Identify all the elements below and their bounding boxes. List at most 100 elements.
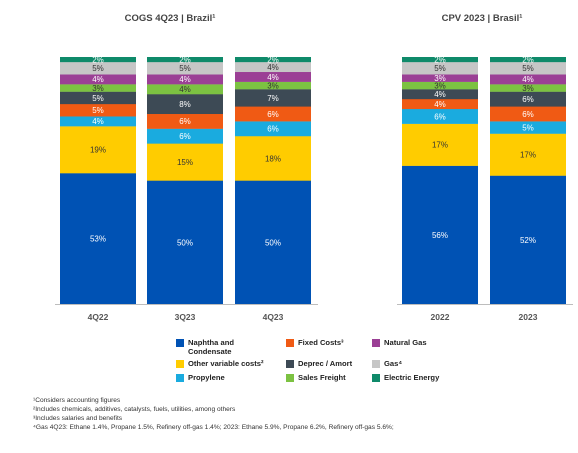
bar-segment-propylene-2022 <box>402 108 478 124</box>
data-label-deprec-2022: 4% <box>434 90 446 99</box>
legend-swatch-icon <box>176 359 184 368</box>
bar-segment-gas-2023 <box>490 61 566 75</box>
legend-item-natural_gas: Natural Gas <box>372 338 427 347</box>
data-label-electric-2022: 2% <box>434 55 446 64</box>
legend-item-fixed: Fixed Costs³ <box>286 338 344 347</box>
data-label-naphtha-4Q23: 50% <box>265 238 281 247</box>
data-label-sales_freight-2022: 3% <box>434 81 446 90</box>
data-label-naphtha-3Q23: 50% <box>177 238 193 247</box>
data-label-fixed-2022: 4% <box>434 100 446 109</box>
bar-segment-natural_gas-4Q23 <box>235 71 311 82</box>
footnote-1: ¹Considers accounting figures <box>33 397 121 404</box>
bar-segment-gas-2022 <box>402 61 478 75</box>
bar-segment-other_variable-3Q23 <box>147 143 223 181</box>
bar-segment-naphtha-4Q22 <box>60 173 136 305</box>
data-label-electric-4Q23: 2% <box>267 55 279 64</box>
bar-segment-sales_freight-4Q22 <box>60 84 136 92</box>
bar-segment-fixed-4Q22 <box>60 103 136 117</box>
bar-segment-fixed-4Q23 <box>235 106 311 122</box>
data-label-gas-2023: 5% <box>522 64 534 73</box>
data-label-gas-4Q22: 5% <box>92 64 104 73</box>
legend-label: Fixed Costs³ <box>298 338 344 347</box>
legend-label: Deprec / Amort <box>298 359 353 368</box>
legend-item-deprec: Deprec / Amort <box>286 359 352 368</box>
footnote-3: ³Includes salaries and benefits <box>33 415 123 422</box>
legend-swatch-icon <box>176 338 184 347</box>
bar-segment-naphtha-2022 <box>402 165 478 305</box>
data-label-deprec-4Q22: 5% <box>92 94 104 103</box>
bar-segment-natural_gas-3Q23 <box>147 74 223 85</box>
bar-segment-deprec-4Q22 <box>60 91 136 105</box>
legend-label: Propylene <box>188 373 225 382</box>
legend-item-sales_freight: Sales Freight <box>286 373 346 382</box>
bar-segment-natural_gas-4Q22 <box>60 74 136 85</box>
legend-swatch-icon <box>176 373 184 382</box>
legend-label: Gas⁴ <box>384 359 403 368</box>
data-label-other_variable-4Q22: 19% <box>90 146 106 155</box>
category-label-2022: 2022 <box>431 312 450 322</box>
legend-swatch-icon <box>286 338 294 347</box>
legend-label: Natural Gas <box>384 338 427 347</box>
bar-segment-fixed-3Q23 <box>147 113 223 129</box>
bar-segment-propylene-4Q22 <box>60 116 136 127</box>
data-label-other_variable-4Q23: 18% <box>265 154 281 163</box>
data-label-other_variable-2023: 17% <box>520 151 536 160</box>
legend-item-naphtha: Naphtha and Condensate <box>176 338 234 356</box>
footnote-2: ²Includes chemicals, additives, catalyst… <box>33 406 236 413</box>
category-label-4Q22: 4Q22 <box>88 312 109 322</box>
data-label-propylene-4Q23: 6% <box>267 125 279 134</box>
data-label-other_variable-3Q23: 15% <box>177 158 193 167</box>
data-label-naphtha-4Q22: 53% <box>90 235 106 244</box>
bar-segment-electric-2023 <box>490 57 566 63</box>
legend-item-propylene: Propylene <box>176 373 225 382</box>
bar-segment-gas-4Q23 <box>235 61 311 73</box>
bar-segment-natural_gas-2022 <box>402 74 478 82</box>
legend-swatch-icon <box>372 373 380 382</box>
chart-title-2: CPV 2023 | Brasil¹ <box>442 13 523 24</box>
bar-segment-sales_freight-4Q23 <box>235 81 311 90</box>
data-label-propylene-2022: 6% <box>434 112 446 121</box>
bar-segment-fixed-2023 <box>490 106 566 122</box>
legend-item-gas: Gas⁴ <box>372 359 402 368</box>
bar-segment-gas-4Q22 <box>60 61 136 75</box>
data-label-deprec-2023: 6% <box>522 95 534 104</box>
footnote-4: ⁴Gas 4Q23: Ethane 1.4%, Propane 1.5%, Re… <box>33 424 394 431</box>
legend-label: Naphtha and Condensate <box>188 338 234 356</box>
category-label-2023: 2023 <box>519 312 538 322</box>
data-label-natural_gas-2023: 4% <box>522 75 534 84</box>
bar-segment-sales_freight-2023 <box>490 84 566 92</box>
data-label-sales_freight-2023: 3% <box>522 84 534 93</box>
legend-item-other_variable: Other variable costs² <box>176 359 264 368</box>
data-label-deprec-4Q23: 7% <box>267 94 279 103</box>
data-label-natural_gas-2022: 3% <box>434 74 446 83</box>
bar-segment-other_variable-2023 <box>490 133 566 176</box>
bar-segment-propylene-2023 <box>490 121 566 134</box>
bar-segment-sales_freight-2022 <box>402 81 478 90</box>
bar-segment-other_variable-4Q23 <box>235 136 311 181</box>
data-label-gas-4Q23: 4% <box>267 63 279 72</box>
data-label-sales_freight-4Q23: 3% <box>267 81 279 90</box>
bar-segment-gas-3Q23 <box>147 61 223 75</box>
data-label-fixed-4Q23: 6% <box>267 110 279 119</box>
bar-segment-naphtha-3Q23 <box>147 180 223 305</box>
data-label-electric-4Q22: 2% <box>92 55 104 64</box>
bar-segment-electric-4Q23 <box>235 57 311 63</box>
bar-segment-deprec-4Q23 <box>235 89 311 107</box>
category-label-4Q23: 4Q23 <box>263 312 284 322</box>
data-label-propylene-2023: 5% <box>522 123 534 132</box>
legend-swatch-icon <box>372 338 380 347</box>
legend-item-electric: Electric Energy <box>372 373 439 382</box>
data-label-electric-2023: 2% <box>522 55 534 64</box>
data-label-gas-3Q23: 5% <box>179 64 191 73</box>
data-label-propylene-3Q23: 6% <box>179 132 191 141</box>
data-label-propylene-4Q22: 4% <box>92 117 104 126</box>
bar-segment-deprec-2022 <box>402 89 478 100</box>
data-label-electric-3Q23: 2% <box>179 55 191 64</box>
category-label-3Q23: 3Q23 <box>175 312 196 322</box>
data-label-fixed-2023: 6% <box>522 110 534 119</box>
data-label-sales_freight-4Q22: 3% <box>92 84 104 93</box>
legend-swatch-icon <box>372 359 380 368</box>
bar-segment-electric-4Q22 <box>60 57 136 63</box>
bar-segment-electric-3Q23 <box>147 57 223 63</box>
bar-segment-propylene-4Q23 <box>235 121 311 137</box>
